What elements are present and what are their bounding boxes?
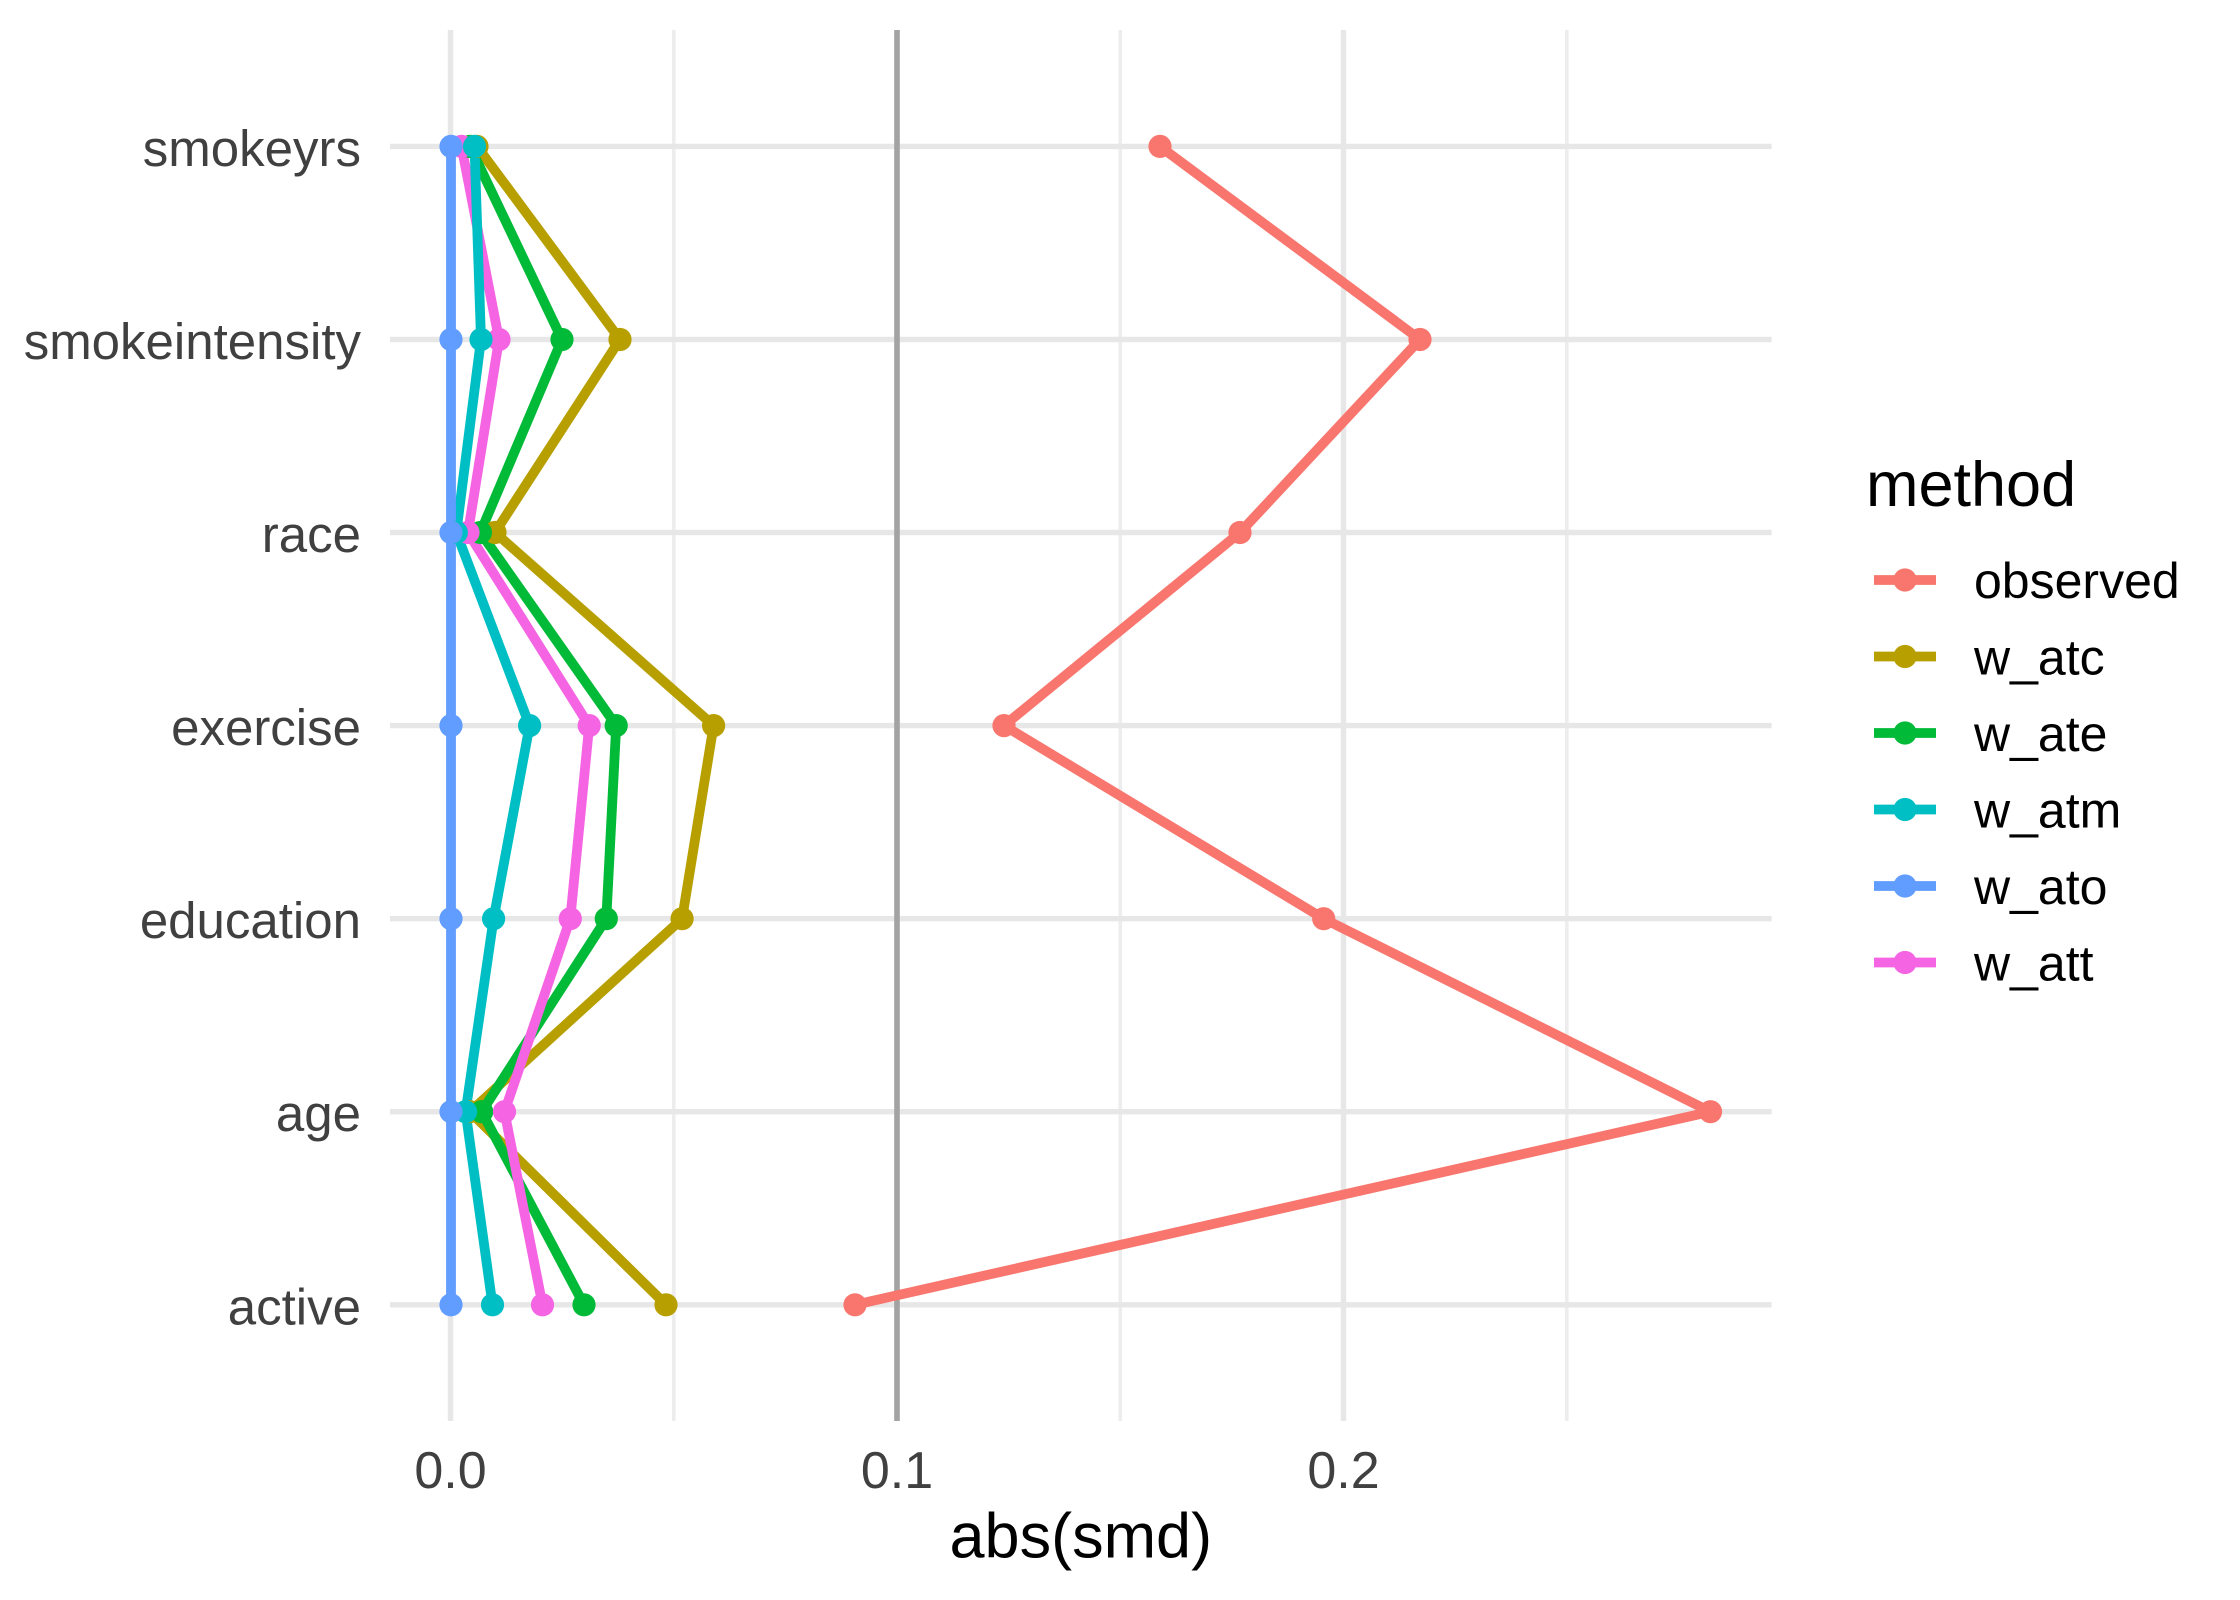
svg-text:w_ate: w_ate [1973, 706, 2107, 762]
svg-text:abs(smd): abs(smd) [950, 1502, 1213, 1572]
svg-text:smokeyrs: smokeyrs [143, 120, 361, 177]
svg-text:exercise: exercise [171, 699, 361, 756]
svg-text:w_ato: w_ato [1973, 859, 2107, 915]
svg-text:0.2: 0.2 [1307, 1442, 1379, 1500]
svg-text:0.1: 0.1 [861, 1442, 933, 1500]
svg-text:age: age [276, 1085, 361, 1142]
svg-text:w_att: w_att [1973, 936, 2094, 992]
svg-text:w_atm: w_atm [1973, 783, 2121, 839]
svg-text:0.0: 0.0 [414, 1442, 486, 1500]
svg-text:w_atc: w_atc [1973, 630, 2105, 686]
svg-text:race: race [262, 506, 361, 563]
svg-text:observed: observed [1974, 553, 2180, 609]
svg-text:active: active [228, 1278, 361, 1335]
svg-text:education: education [140, 892, 361, 949]
svg-text:smokeintensity: smokeintensity [24, 313, 362, 370]
svg-text:method: method [1866, 450, 2076, 520]
